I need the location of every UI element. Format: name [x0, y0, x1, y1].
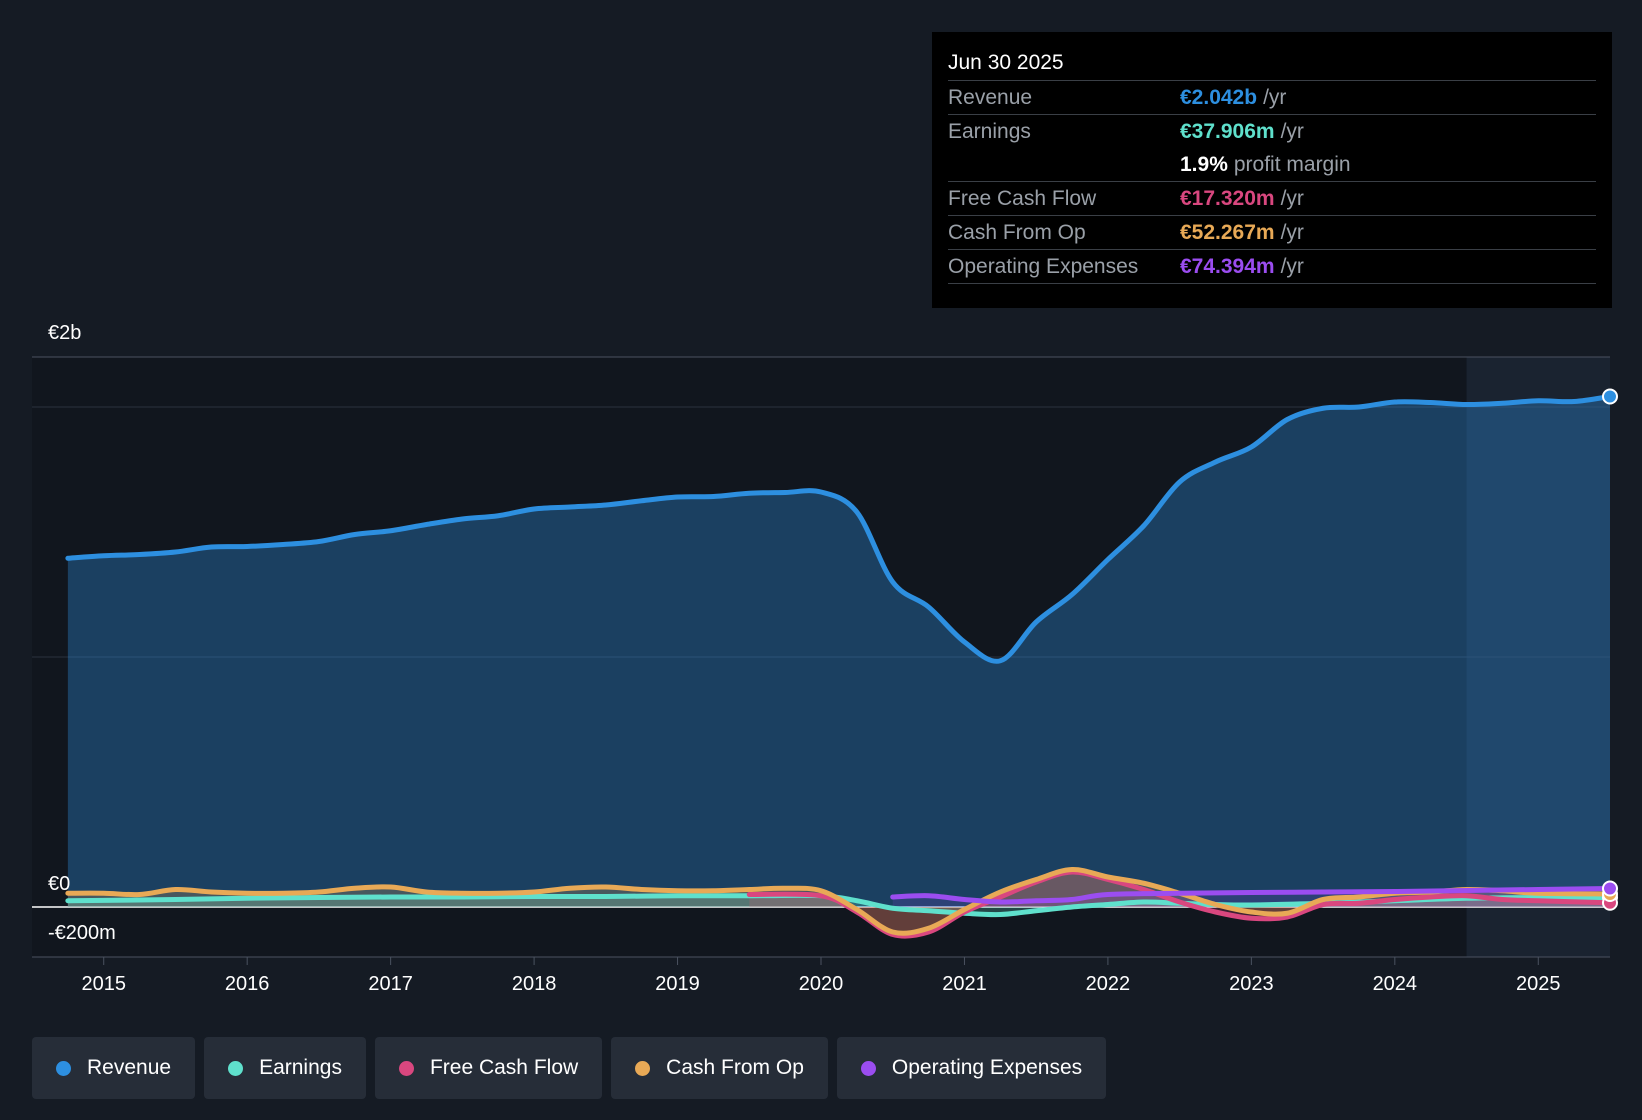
tooltip-row-profit-margin: 1.9% profit margin	[948, 148, 1596, 182]
y-tick-label: €2b	[48, 322, 81, 344]
earnings-line	[65, 892, 1613, 918]
tooltip-row-cash-from-op: Cash From Op €52.267m /yr	[948, 216, 1596, 250]
earnings-area	[67, 895, 1610, 915]
x-tick-label: 2015	[81, 973, 126, 995]
tooltip-unit: /yr	[1280, 187, 1304, 210]
x-tick-label: 2024	[1373, 973, 1418, 995]
legend-label: Cash From Op	[666, 1056, 804, 1079]
y-tick-label: €0	[48, 873, 70, 895]
tooltip-value: €37.906m	[1180, 120, 1275, 143]
tooltip-label: Cash From Op	[948, 221, 1086, 244]
legend-dot-icon	[56, 1060, 71, 1076]
x-tick-label: 2025	[1516, 973, 1561, 995]
tooltip-unit: /yr	[1280, 255, 1304, 278]
legend-label: Free Cash Flow	[429, 1056, 579, 1079]
tooltip-row-earnings: Earnings €37.906m /yr	[948, 115, 1596, 148]
x-tick-label: 2017	[368, 973, 413, 995]
legend-dot-icon	[398, 1060, 414, 1076]
tooltip-value: €2.042b	[1180, 86, 1258, 109]
tooltip-date: Jun 30 2025	[948, 46, 1596, 81]
tooltip-value: €52.267m	[1180, 221, 1275, 244]
x-tick-label: 2018	[512, 973, 557, 995]
tooltip-label: Earnings	[948, 120, 1031, 143]
operating-expenses-line	[890, 886, 1613, 905]
tooltip-unit: /yr	[1263, 86, 1287, 109]
x-tick-label: 2016	[225, 973, 270, 995]
legend-item-revenue[interactable]: Revenue	[32, 1037, 196, 1099]
tooltip-label: Revenue	[948, 86, 1033, 109]
y-tick-label: -€200m	[48, 922, 116, 944]
profit-margin-label: profit margin	[1233, 153, 1351, 176]
legend-item-free-cash-flow[interactable]: Free Cash Flow	[374, 1037, 603, 1099]
tooltip-unit: /yr	[1280, 120, 1304, 143]
revenue-line	[65, 394, 1613, 664]
legend: Revenue Earnings Free Cash Flow Cash Fro…	[32, 1037, 1107, 1099]
x-tick-label: 2020	[799, 973, 844, 995]
profit-margin-value: 1.9%	[1180, 153, 1228, 176]
legend-label: Revenue	[87, 1056, 172, 1079]
tooltip-row-free-cash-flow: Free Cash Flow €17.320m /yr	[948, 182, 1596, 216]
legend-label: Operating Expenses	[891, 1056, 1083, 1079]
legend-dot-icon	[635, 1060, 651, 1076]
legend-dot-icon	[228, 1060, 244, 1076]
revenue-endpoint	[1602, 388, 1618, 405]
cash-from-op-line	[65, 866, 1613, 936]
legend-label: Earnings	[259, 1056, 342, 1079]
tooltip-unit: /yr	[1280, 221, 1304, 244]
x-tick-label: 2023	[1229, 973, 1274, 995]
tooltip-value: €74.394m	[1180, 255, 1275, 278]
x-tick-label: 2022	[1086, 973, 1131, 995]
operating-expenses-endpoint	[1602, 880, 1618, 897]
x-tick-label: 2019	[655, 973, 700, 995]
revenue-area	[67, 396, 1610, 907]
legend-item-earnings[interactable]: Earnings	[204, 1037, 366, 1099]
legend-dot-icon	[860, 1060, 876, 1076]
tooltip-label: Operating Expenses	[948, 255, 1139, 278]
tooltip: Jun 30 2025 Revenue €2.042b /yr Earnings…	[932, 32, 1612, 308]
free-cash-flow-line	[746, 869, 1613, 939]
tooltip-value: €17.320m	[1180, 187, 1275, 210]
x-tick-label: 2021	[942, 973, 987, 995]
legend-item-operating-expenses[interactable]: Operating Expenses	[836, 1037, 1107, 1099]
legend-item-cash-from-op[interactable]: Cash From Op	[611, 1037, 828, 1099]
tooltip-row-revenue: Revenue €2.042b /yr	[948, 81, 1596, 115]
tooltip-label: Free Cash Flow	[948, 187, 1097, 210]
tooltip-row-operating-expenses: Operating Expenses €74.394m /yr	[948, 250, 1596, 284]
